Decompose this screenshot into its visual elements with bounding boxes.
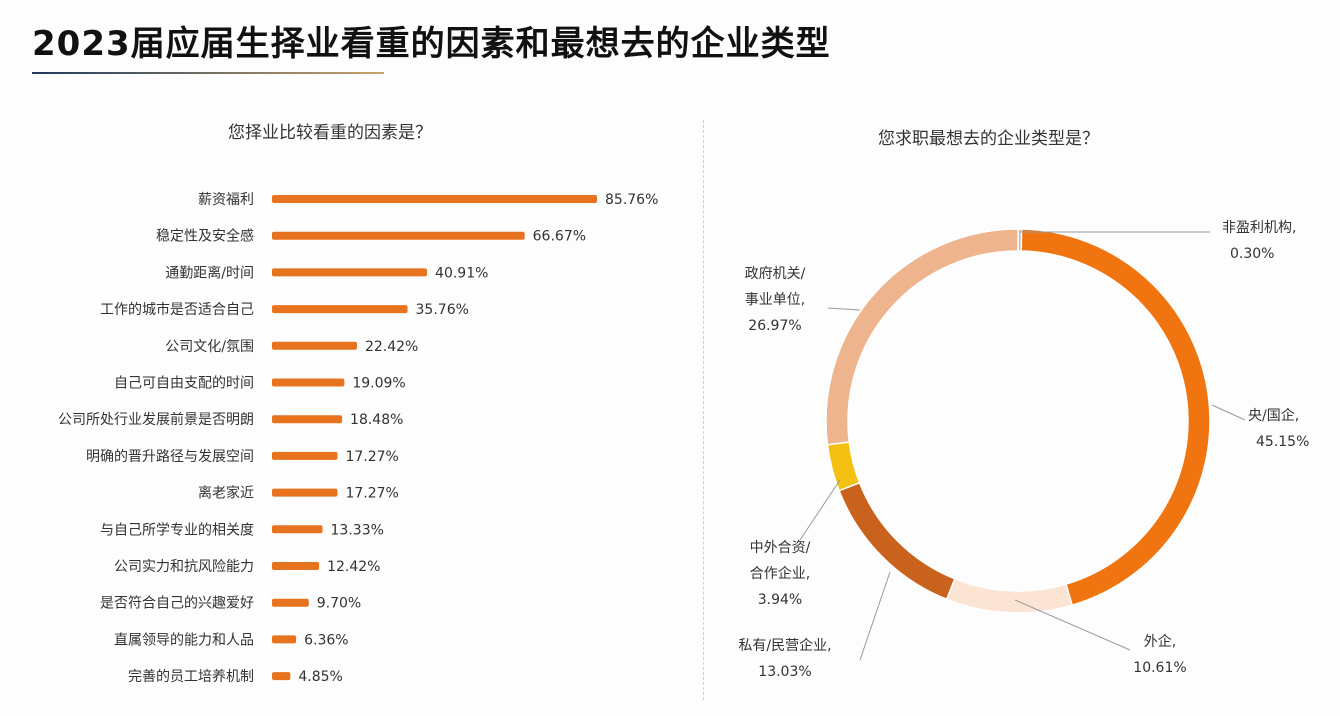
bar xyxy=(272,635,297,644)
bar-value-label: 9.70% xyxy=(317,596,361,612)
bar-category-label: 稳定性及安全感 xyxy=(156,228,254,245)
bar xyxy=(272,451,338,460)
bar-value-label: 4.85% xyxy=(298,669,342,685)
donut-value-label: 10.61% xyxy=(1133,660,1186,676)
donut-value-label: 3.94% xyxy=(758,592,802,608)
donut-slice xyxy=(825,228,1019,446)
bar-category-label: 离老家近 xyxy=(198,485,254,502)
donut-slice-label: 中外合资/ xyxy=(750,540,811,556)
donut-chart-title: 您求职最想去的企业类型是？ xyxy=(878,129,1099,149)
bar-value-label: 19.09% xyxy=(352,376,405,392)
donut-slice-label: 外企, xyxy=(1144,633,1176,650)
bar xyxy=(272,562,320,570)
bar-category-label: 通勤距离/时间 xyxy=(165,264,254,281)
bar-category-label: 明确的晋升路径与发展空间 xyxy=(86,449,254,465)
bar-category-label: 公司文化/氛围 xyxy=(165,339,254,355)
panel-divider xyxy=(703,120,704,700)
donut-slice-label: 事业单位, xyxy=(745,292,805,308)
donut-slice-label: 政府机关/ xyxy=(745,266,806,282)
bar xyxy=(272,415,343,424)
bar xyxy=(272,598,309,607)
donut-slice-label: 私有/民营企业, xyxy=(738,637,831,654)
donut-slice-label: 非盈利机构, xyxy=(1222,220,1296,236)
bar-value-label: 12.42% xyxy=(327,559,380,575)
donut-slice-label: 合作企业, xyxy=(750,565,810,582)
bar xyxy=(272,231,525,240)
bar-value-label: 17.27% xyxy=(345,449,398,465)
bar xyxy=(272,488,338,497)
donut-slice xyxy=(826,441,861,492)
bar-category-label: 公司实力和抗风险能力 xyxy=(114,559,254,575)
title-underline xyxy=(32,72,384,74)
bar xyxy=(272,525,323,534)
bar-value-label: 22.42% xyxy=(365,339,418,355)
donut-slice xyxy=(1020,228,1211,607)
donut-slice-label: 央/国企, xyxy=(1248,407,1299,424)
bar-value-label: 66.67% xyxy=(533,229,586,245)
bar xyxy=(272,378,345,387)
donut-value-label: 0.30% xyxy=(1230,246,1274,262)
donut-value-label: 45.15% xyxy=(1256,434,1309,450)
leader-line xyxy=(827,307,861,311)
bar-category-label: 是否符合自己的兴趣爱好 xyxy=(100,596,254,612)
leader-line xyxy=(799,479,841,541)
bar xyxy=(272,341,357,350)
bar-category-label: 自己可自由支配的时间 xyxy=(114,376,254,392)
bar-value-label: 13.33% xyxy=(331,522,384,538)
bar-chart-title: 您择业比较看重的因素是？ xyxy=(228,123,432,143)
leader-line xyxy=(1211,404,1246,421)
bar-value-label: 6.36% xyxy=(304,632,348,648)
bar xyxy=(272,672,291,681)
bar-category-label: 直属领导的能力和人品 xyxy=(114,631,254,648)
bar-category-label: 薪资福利 xyxy=(198,192,254,208)
bar-value-label: 85.76% xyxy=(605,192,658,208)
page-title: 2023届应届生择业看重的因素和最想去的企业类型 xyxy=(32,24,831,64)
bar-category-label: 完善的员工培养机制 xyxy=(128,669,254,685)
bar xyxy=(272,305,408,314)
leader-line xyxy=(859,571,891,661)
bar-value-label: 35.76% xyxy=(416,302,469,318)
bar xyxy=(272,195,597,203)
bar-category-label: 公司所处行业发展前景是否明朗 xyxy=(58,411,254,428)
bar-category-label: 工作的城市是否适合自己 xyxy=(100,301,254,318)
donut-value-label: 26.97% xyxy=(748,318,801,334)
bar xyxy=(272,268,428,277)
bar-value-label: 17.27% xyxy=(345,486,398,502)
bar-value-label: 18.48% xyxy=(350,412,403,428)
bar-value-label: 40.91% xyxy=(435,265,488,281)
donut-value-label: 13.03% xyxy=(758,664,811,680)
donut-slice xyxy=(945,577,1074,614)
leader-line xyxy=(1014,599,1131,651)
bar-category-label: 与自己所学专业的相关度 xyxy=(100,522,254,538)
donut-slice xyxy=(838,481,956,601)
